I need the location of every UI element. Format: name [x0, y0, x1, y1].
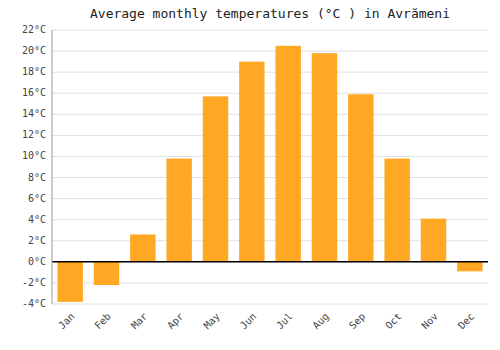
x-tick-label: Apr	[165, 311, 186, 332]
y-tick-label: 16°C	[22, 87, 46, 98]
bar	[312, 53, 337, 262]
x-tick-label: Jul	[274, 311, 295, 332]
grid-line	[52, 304, 488, 305]
grid-line	[52, 135, 488, 136]
y-tick-label: 0°C	[28, 256, 46, 267]
bar	[94, 262, 119, 285]
y-tick-label: -4°C	[22, 298, 46, 309]
bar	[239, 62, 264, 262]
x-tick-label: Mar	[129, 311, 150, 332]
x-tick-label: Feb	[92, 311, 113, 332]
grid-line	[52, 30, 488, 31]
grid-line	[52, 93, 488, 94]
bar	[130, 234, 155, 261]
title: Average monthly temperatures (°C ) in Av…	[90, 6, 450, 21]
chart: Average monthly temperatures (°C ) in Av…	[0, 0, 500, 350]
x-tick-label: May	[201, 311, 222, 332]
bar	[421, 219, 446, 262]
bar	[57, 262, 82, 302]
bar	[384, 159, 409, 262]
y-tick-label: 20°C	[22, 45, 46, 56]
grid-line	[52, 51, 488, 52]
grid-line	[52, 261, 488, 262]
grid-line	[52, 198, 488, 199]
grid-line	[52, 72, 488, 73]
y-tick-label: -2°C	[22, 277, 46, 288]
y-tick-label: 22°C	[22, 24, 46, 35]
y-tick-label: 2°C	[28, 235, 46, 246]
bar	[203, 96, 228, 261]
y-tick-label: 8°C	[28, 172, 46, 183]
x-tick-label: Sep	[347, 311, 368, 332]
bar	[166, 159, 191, 262]
x-tick-label: Oct	[383, 311, 404, 332]
bar	[275, 46, 300, 262]
y-tick-label: 10°C	[22, 150, 46, 161]
y-tick-label: 18°C	[22, 66, 46, 77]
bars	[52, 46, 488, 302]
bar	[457, 262, 482, 271]
zero-line	[52, 261, 488, 263]
y-tick-label: 4°C	[28, 214, 46, 225]
x-tick-label: Jan	[56, 311, 77, 332]
chart-container: Average monthly temperatures (°C ) in Av…	[0, 0, 500, 350]
bar	[348, 94, 373, 262]
y-tick-label: 14°C	[22, 108, 46, 119]
grid-line	[52, 177, 488, 178]
grid-line	[52, 156, 488, 157]
x-tick-label: Dec	[456, 311, 477, 332]
x-tick-label: Jun	[238, 311, 259, 332]
grid-line	[52, 114, 488, 115]
y-grid	[52, 30, 488, 304]
y-tick-label: 12°C	[22, 129, 46, 140]
x-tick-label: Nov	[419, 311, 440, 332]
y-axis-line	[52, 30, 53, 304]
x-tick-label: Aug	[310, 311, 331, 332]
y-tick-label: 6°C	[28, 193, 46, 204]
